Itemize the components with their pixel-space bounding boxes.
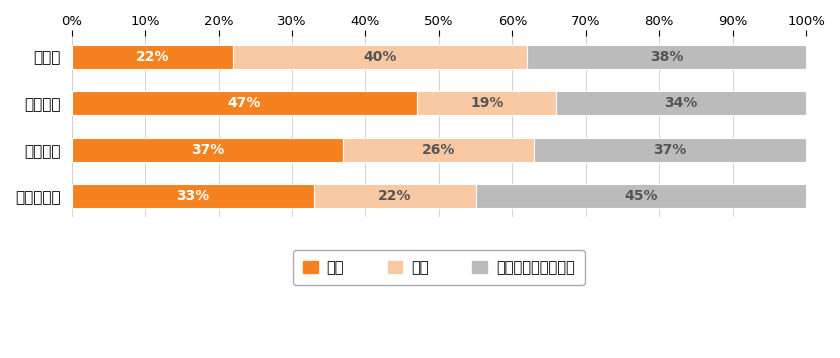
Bar: [534, 137, 806, 162]
Bar: [71, 91, 417, 115]
Bar: [556, 91, 806, 115]
Bar: [344, 137, 534, 162]
Bar: [234, 44, 527, 69]
Text: 22%: 22%: [136, 50, 170, 64]
Legend: 良い, 悪い, どちらとも言えない: 良い, 悪い, どちらとも言えない: [293, 250, 585, 285]
Text: 34%: 34%: [664, 96, 698, 110]
Text: 26%: 26%: [423, 143, 455, 157]
Text: 38%: 38%: [650, 50, 683, 64]
Text: 45%: 45%: [624, 189, 658, 203]
Text: 37%: 37%: [191, 143, 224, 157]
Bar: [314, 184, 475, 208]
Bar: [71, 137, 344, 162]
Bar: [475, 184, 806, 208]
Text: 40%: 40%: [364, 50, 396, 64]
Text: 37%: 37%: [654, 143, 687, 157]
Text: 19%: 19%: [470, 96, 503, 110]
Bar: [417, 91, 556, 115]
Bar: [71, 44, 234, 69]
Bar: [527, 44, 806, 69]
Text: 22%: 22%: [378, 189, 412, 203]
Text: 47%: 47%: [228, 96, 261, 110]
Bar: [71, 184, 314, 208]
Text: 33%: 33%: [176, 189, 209, 203]
